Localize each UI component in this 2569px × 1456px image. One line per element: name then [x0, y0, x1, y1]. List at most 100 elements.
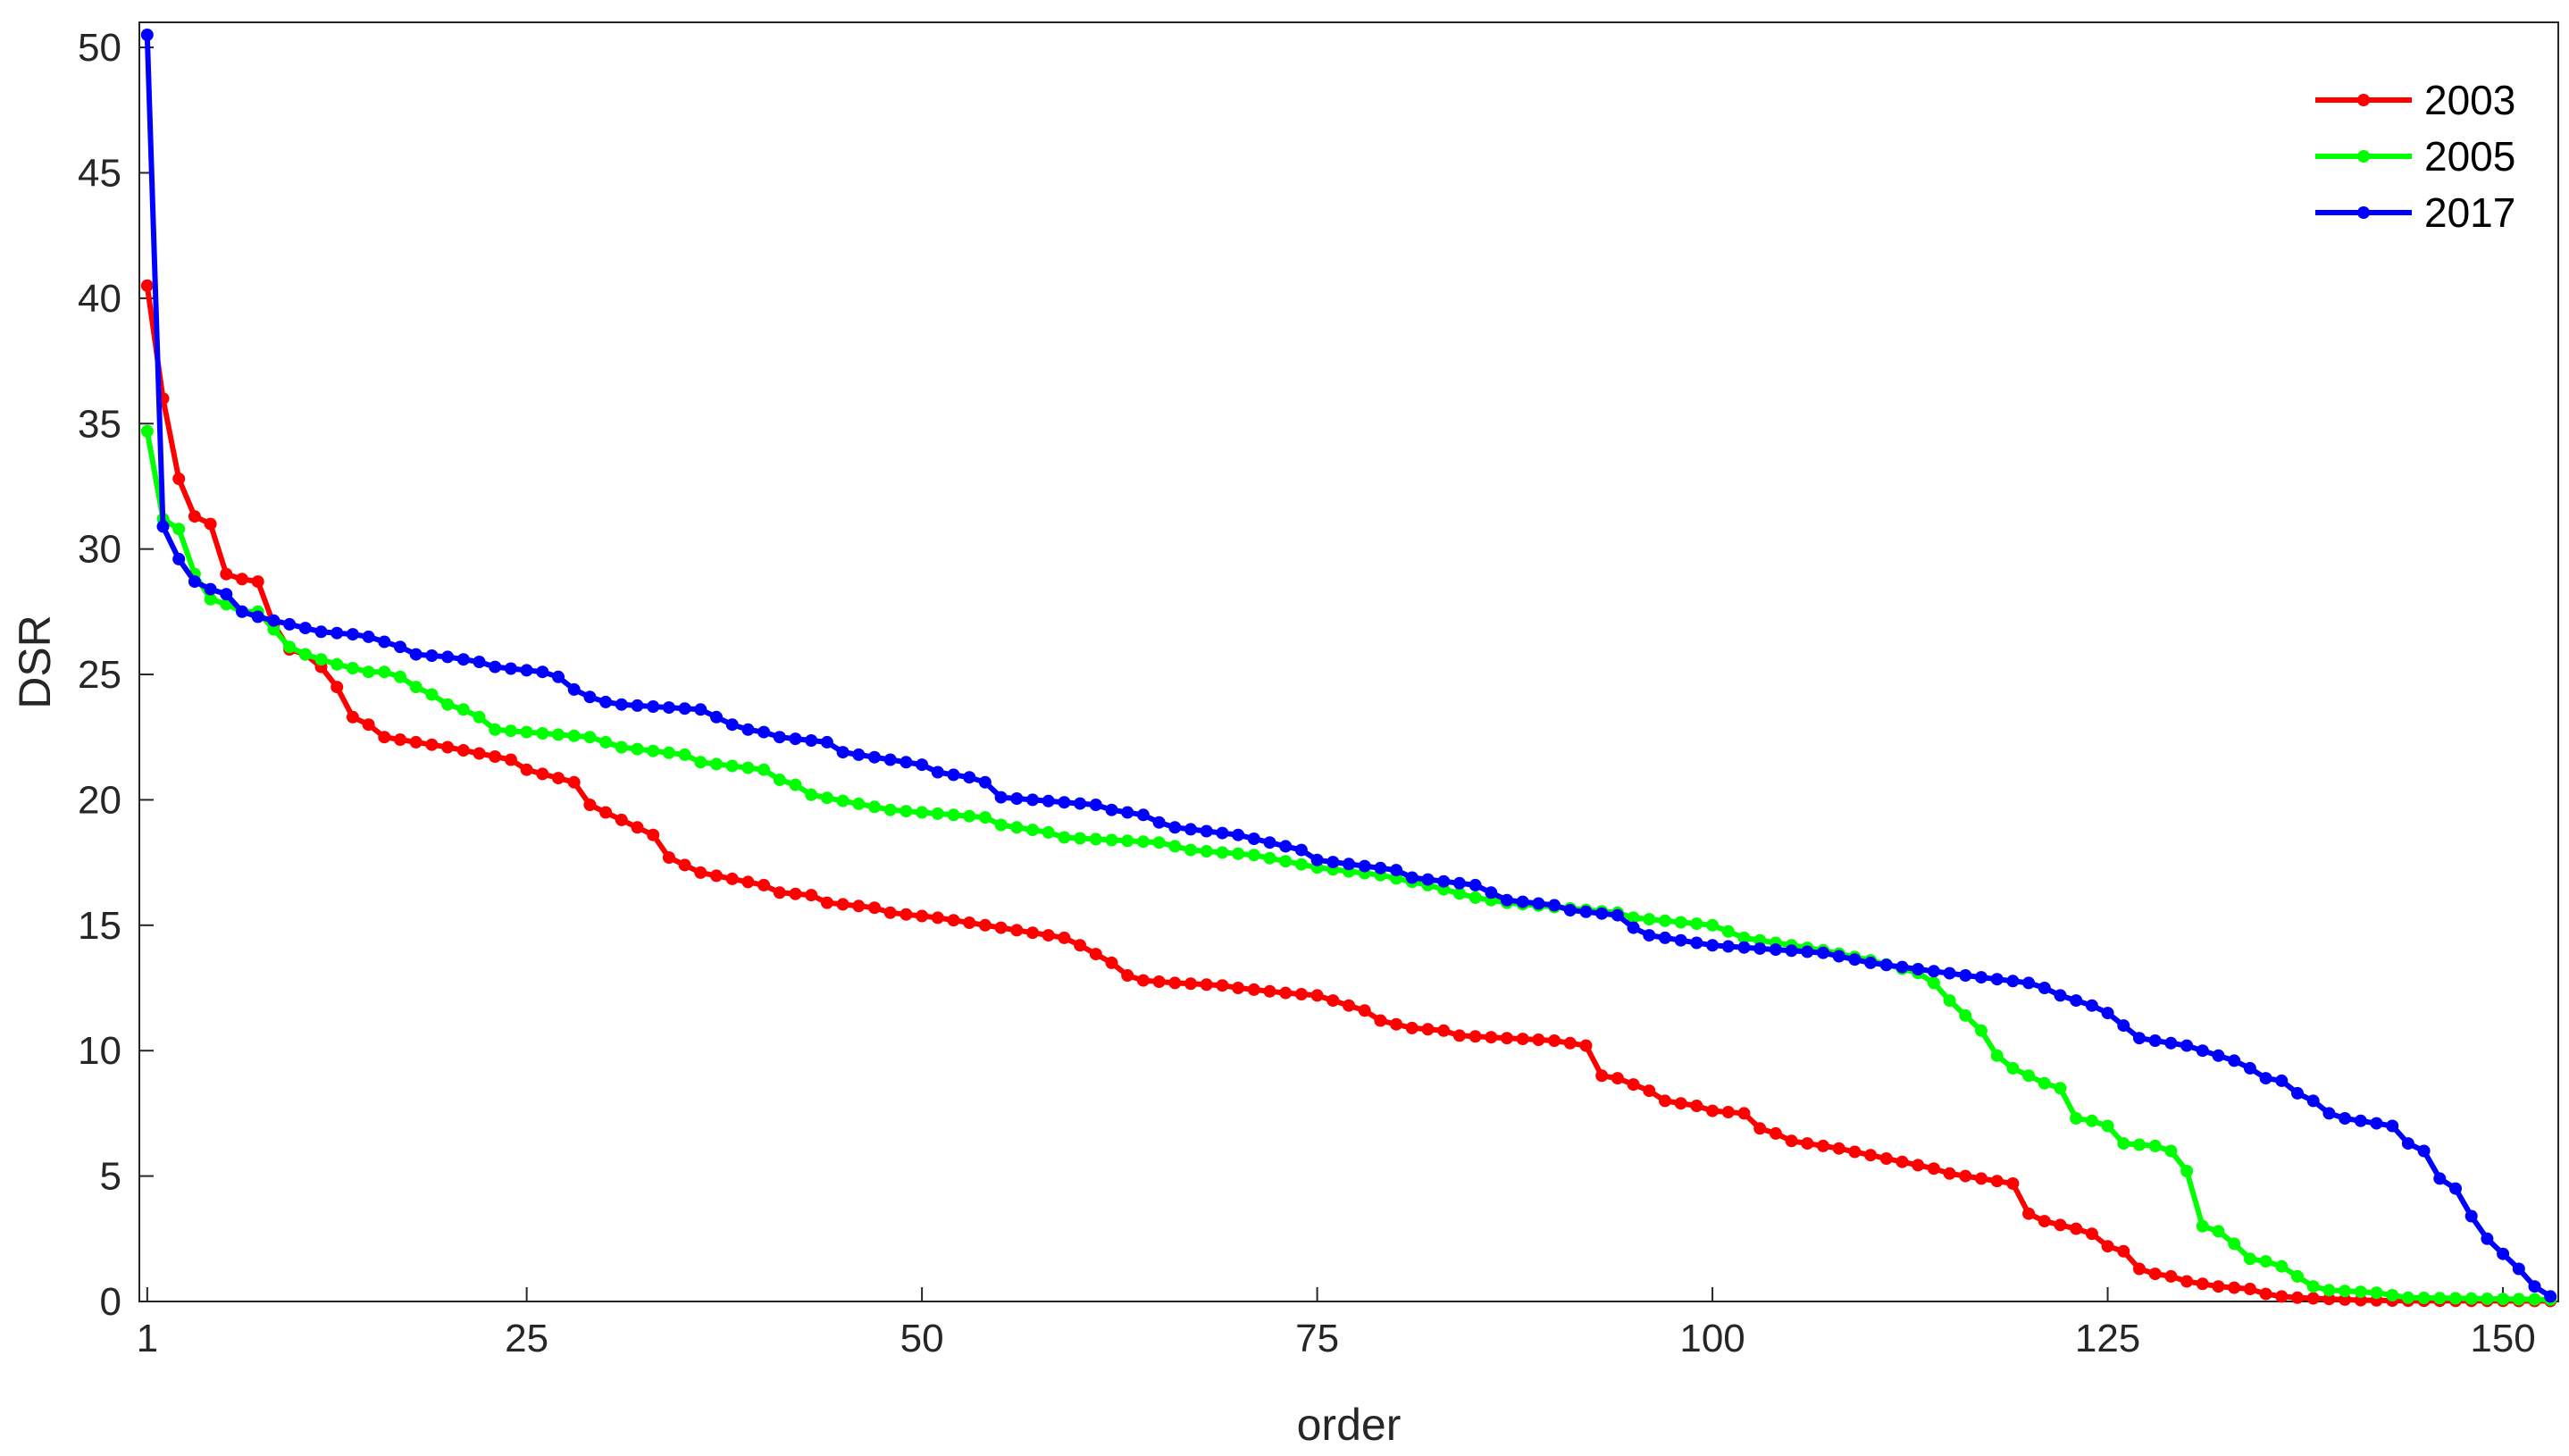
data-point — [1927, 1162, 1940, 1176]
data-point — [1216, 846, 1229, 859]
data-point — [140, 29, 154, 41]
data-point — [140, 424, 154, 438]
data-point — [1294, 843, 1308, 857]
data-point — [1674, 933, 1687, 947]
data-point — [1959, 1008, 1972, 1022]
data-point — [1927, 976, 1940, 990]
data-point — [378, 635, 391, 649]
data-point — [2339, 1293, 2352, 1306]
data-point — [1152, 816, 1166, 829]
data-point — [1374, 861, 1387, 874]
data-point — [1200, 978, 1213, 992]
data-point — [2101, 1119, 2114, 1133]
legend-marker-2005 — [2357, 150, 2370, 163]
data-point — [2243, 1283, 2256, 1295]
data-point — [2259, 1287, 2272, 1301]
y-tick-label: 10 — [78, 1029, 121, 1073]
data-point — [647, 700, 660, 713]
data-point — [1627, 921, 1640, 934]
data-point — [2449, 1292, 2462, 1305]
data-point — [1959, 969, 1972, 982]
data-point — [773, 774, 786, 786]
data-point — [1785, 944, 1798, 958]
y-tick-label: 25 — [78, 653, 121, 697]
data-point — [852, 900, 866, 913]
legend-label-2005: 2005 — [2424, 133, 2515, 180]
data-point — [2322, 1293, 2336, 1306]
data-point — [2354, 1285, 2367, 1299]
data-point — [1990, 1175, 2004, 1188]
data-point — [1611, 908, 1624, 922]
data-point — [1832, 1142, 1845, 1155]
y-tick-label: 15 — [78, 904, 121, 948]
data-point — [599, 735, 613, 749]
data-point — [1089, 948, 1102, 961]
data-point — [2291, 1086, 2304, 1100]
data-point — [204, 582, 217, 596]
data-point — [378, 665, 391, 679]
data-point — [1358, 859, 1371, 873]
data-point — [1232, 847, 1245, 860]
data-point — [2133, 1138, 2146, 1151]
data-point — [1105, 956, 1118, 969]
data-point — [2370, 1286, 2383, 1300]
data-point — [1136, 974, 1150, 987]
data-point — [441, 650, 455, 664]
x-tick-label: 150 — [2470, 1317, 2535, 1360]
data-point — [1706, 939, 1720, 952]
data-point — [836, 794, 849, 807]
data-point — [789, 887, 802, 900]
data-point — [1975, 1172, 1987, 1185]
data-point — [489, 723, 502, 736]
data-point — [1168, 976, 1182, 990]
data-point — [1121, 806, 1134, 819]
data-point — [868, 901, 881, 915]
data-point — [1310, 989, 1324, 1002]
data-point — [1200, 845, 1213, 858]
data-point — [1105, 803, 1118, 816]
data-point — [1674, 1097, 1687, 1110]
data-point — [963, 809, 976, 823]
data-point — [2196, 1277, 2209, 1291]
data-point — [1184, 823, 1197, 836]
data-point — [1452, 887, 1466, 900]
data-point — [2196, 1044, 2209, 1058]
data-point — [1279, 855, 1293, 868]
data-point — [1184, 843, 1197, 857]
data-point — [1659, 1094, 1671, 1108]
data-point — [1469, 878, 1482, 891]
y-tick-label: 5 — [100, 1155, 121, 1199]
data-point — [1563, 1036, 1577, 1050]
data-point — [441, 741, 455, 754]
data-point — [773, 886, 786, 900]
x-tick-label: 100 — [1679, 1317, 1745, 1360]
data-point — [188, 510, 201, 523]
data-point — [2212, 1280, 2225, 1293]
data-point — [1089, 799, 1102, 811]
data-point — [2038, 982, 2051, 994]
data-point — [916, 758, 929, 772]
data-point — [1026, 926, 1039, 940]
data-point — [1959, 1169, 1972, 1183]
data-point — [583, 690, 597, 704]
data-point — [1659, 931, 1671, 944]
data-point — [1627, 911, 1640, 925]
data-point — [2101, 1240, 2114, 1253]
data-point — [1168, 821, 1182, 834]
data-point — [1152, 975, 1166, 988]
data-point — [520, 763, 533, 776]
x-tick-label: 75 — [1295, 1317, 1339, 1360]
data-point — [362, 718, 375, 732]
data-point — [2481, 1293, 2494, 1305]
plot-area-frame — [138, 21, 2559, 1302]
data-point — [1848, 953, 1862, 966]
data-point — [1247, 983, 1260, 996]
data-point — [204, 592, 217, 606]
data-point — [2148, 1139, 2162, 1152]
data-point — [1200, 824, 1213, 838]
data-point — [1627, 1078, 1640, 1092]
data-point — [631, 699, 644, 712]
data-point — [2306, 1094, 2320, 1108]
data-point — [1975, 971, 1987, 984]
data-point — [725, 718, 739, 732]
